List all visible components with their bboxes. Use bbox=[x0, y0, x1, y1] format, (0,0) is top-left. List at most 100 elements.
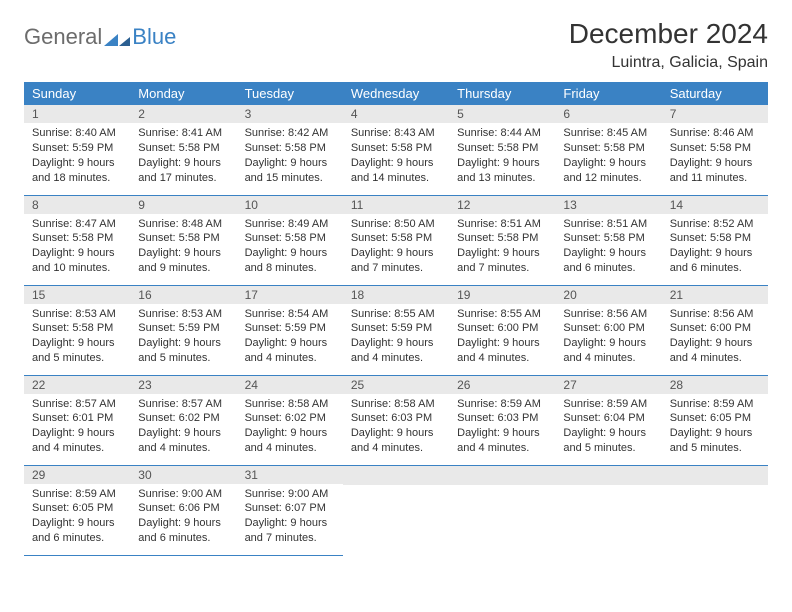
daylight: Daylight: 9 hours and 4 minutes. bbox=[245, 336, 335, 366]
calendar: Sunday Monday Tuesday Wednesday Thursday… bbox=[24, 82, 768, 556]
calendar-cell: 23Sunrise: 8:57 AMSunset: 6:02 PMDayligh… bbox=[130, 375, 236, 465]
calendar-cell: 28Sunrise: 8:59 AMSunset: 6:05 PMDayligh… bbox=[662, 375, 768, 465]
day-number: 8 bbox=[24, 196, 130, 214]
calendar-cell: 17Sunrise: 8:54 AMSunset: 5:59 PMDayligh… bbox=[237, 285, 343, 375]
day-details: Sunrise: 8:55 AMSunset: 5:59 PMDaylight:… bbox=[343, 304, 449, 372]
calendar-cell: 7Sunrise: 8:46 AMSunset: 5:58 PMDaylight… bbox=[662, 105, 768, 195]
sunrise: Sunrise: 8:59 AM bbox=[32, 487, 122, 502]
sunset: Sunset: 5:58 PM bbox=[245, 231, 335, 246]
weekday-wed: Wednesday bbox=[343, 82, 449, 105]
sunset: Sunset: 6:05 PM bbox=[670, 411, 760, 426]
day-details: Sunrise: 8:54 AMSunset: 5:59 PMDaylight:… bbox=[237, 304, 343, 372]
day-number: 2 bbox=[130, 105, 236, 123]
calendar-cell: 6Sunrise: 8:45 AMSunset: 5:58 PMDaylight… bbox=[555, 105, 661, 195]
sunset: Sunset: 5:59 PM bbox=[245, 321, 335, 336]
calendar-cell bbox=[449, 465, 555, 555]
sunrise: Sunrise: 8:56 AM bbox=[563, 307, 653, 322]
daylight: Daylight: 9 hours and 15 minutes. bbox=[245, 156, 335, 186]
day-details: Sunrise: 8:59 AMSunset: 6:03 PMDaylight:… bbox=[449, 394, 555, 462]
daylight: Daylight: 9 hours and 14 minutes. bbox=[351, 156, 441, 186]
day-number: 13 bbox=[555, 196, 661, 214]
sunrise: Sunrise: 9:00 AM bbox=[138, 487, 228, 502]
calendar-cell: 26Sunrise: 8:59 AMSunset: 6:03 PMDayligh… bbox=[449, 375, 555, 465]
daylight: Daylight: 9 hours and 5 minutes. bbox=[563, 426, 653, 456]
calendar-cell: 13Sunrise: 8:51 AMSunset: 5:58 PMDayligh… bbox=[555, 195, 661, 285]
calendar-cell: 18Sunrise: 8:55 AMSunset: 5:59 PMDayligh… bbox=[343, 285, 449, 375]
day-details: Sunrise: 8:57 AMSunset: 6:02 PMDaylight:… bbox=[130, 394, 236, 462]
sunset: Sunset: 5:58 PM bbox=[138, 141, 228, 156]
sunrise: Sunrise: 8:40 AM bbox=[32, 126, 122, 141]
sunrise: Sunrise: 8:52 AM bbox=[670, 217, 760, 232]
sunset: Sunset: 5:58 PM bbox=[670, 141, 760, 156]
day-details: Sunrise: 8:46 AMSunset: 5:58 PMDaylight:… bbox=[662, 123, 768, 191]
weekday-row: Sunday Monday Tuesday Wednesday Thursday… bbox=[24, 82, 768, 105]
sunset: Sunset: 6:03 PM bbox=[351, 411, 441, 426]
daylight: Daylight: 9 hours and 7 minutes. bbox=[351, 246, 441, 276]
sunset: Sunset: 5:59 PM bbox=[138, 321, 228, 336]
day-number: 10 bbox=[237, 196, 343, 214]
title-block: December 2024 Luintra, Galicia, Spain bbox=[569, 18, 768, 72]
day-details: Sunrise: 8:53 AMSunset: 5:58 PMDaylight:… bbox=[24, 304, 130, 372]
weekday-tue: Tuesday bbox=[237, 82, 343, 105]
sunset: Sunset: 5:58 PM bbox=[670, 231, 760, 246]
day-details: Sunrise: 8:59 AMSunset: 6:05 PMDaylight:… bbox=[24, 484, 130, 552]
sunset: Sunset: 6:06 PM bbox=[138, 501, 228, 516]
sunset: Sunset: 6:04 PM bbox=[563, 411, 653, 426]
sunset: Sunset: 5:58 PM bbox=[138, 231, 228, 246]
day-number: 15 bbox=[24, 286, 130, 304]
daylight: Daylight: 9 hours and 5 minutes. bbox=[670, 426, 760, 456]
empty-day bbox=[343, 466, 449, 485]
calendar-row: 8Sunrise: 8:47 AMSunset: 5:58 PMDaylight… bbox=[24, 195, 768, 285]
weekday-mon: Monday bbox=[130, 82, 236, 105]
sunset: Sunset: 5:58 PM bbox=[245, 141, 335, 156]
sunrise: Sunrise: 8:48 AM bbox=[138, 217, 228, 232]
day-details: Sunrise: 8:56 AMSunset: 6:00 PMDaylight:… bbox=[662, 304, 768, 372]
weekday-sun: Sunday bbox=[24, 82, 130, 105]
sunset: Sunset: 6:01 PM bbox=[32, 411, 122, 426]
sunrise: Sunrise: 8:55 AM bbox=[457, 307, 547, 322]
day-details: Sunrise: 8:59 AMSunset: 6:04 PMDaylight:… bbox=[555, 394, 661, 462]
calendar-cell: 21Sunrise: 8:56 AMSunset: 6:00 PMDayligh… bbox=[662, 285, 768, 375]
day-details: Sunrise: 8:49 AMSunset: 5:58 PMDaylight:… bbox=[237, 214, 343, 282]
daylight: Daylight: 9 hours and 4 minutes. bbox=[245, 426, 335, 456]
day-details: Sunrise: 8:51 AMSunset: 5:58 PMDaylight:… bbox=[555, 214, 661, 282]
day-number: 24 bbox=[237, 376, 343, 394]
sunrise: Sunrise: 8:59 AM bbox=[457, 397, 547, 412]
location: Luintra, Galicia, Spain bbox=[569, 54, 768, 72]
logo-general: General bbox=[24, 24, 102, 50]
daylight: Daylight: 9 hours and 6 minutes. bbox=[670, 246, 760, 276]
day-number: 6 bbox=[555, 105, 661, 123]
day-number: 3 bbox=[237, 105, 343, 123]
day-number: 17 bbox=[237, 286, 343, 304]
sunset: Sunset: 5:59 PM bbox=[32, 141, 122, 156]
day-details: Sunrise: 8:58 AMSunset: 6:03 PMDaylight:… bbox=[343, 394, 449, 462]
sunset: Sunset: 5:58 PM bbox=[457, 231, 547, 246]
day-number: 12 bbox=[449, 196, 555, 214]
sunrise: Sunrise: 8:41 AM bbox=[138, 126, 228, 141]
daylight: Daylight: 9 hours and 7 minutes. bbox=[245, 516, 335, 546]
day-number: 7 bbox=[662, 105, 768, 123]
day-number: 31 bbox=[237, 466, 343, 484]
sunrise: Sunrise: 8:43 AM bbox=[351, 126, 441, 141]
sunset: Sunset: 6:05 PM bbox=[32, 501, 122, 516]
daylight: Daylight: 9 hours and 4 minutes. bbox=[563, 336, 653, 366]
day-number: 23 bbox=[130, 376, 236, 394]
calendar-cell: 10Sunrise: 8:49 AMSunset: 5:58 PMDayligh… bbox=[237, 195, 343, 285]
daylight: Daylight: 9 hours and 17 minutes. bbox=[138, 156, 228, 186]
day-details: Sunrise: 9:00 AMSunset: 6:06 PMDaylight:… bbox=[130, 484, 236, 552]
sunrise: Sunrise: 8:51 AM bbox=[457, 217, 547, 232]
day-number: 25 bbox=[343, 376, 449, 394]
day-details: Sunrise: 8:40 AMSunset: 5:59 PMDaylight:… bbox=[24, 123, 130, 191]
calendar-cell bbox=[555, 465, 661, 555]
day-number: 29 bbox=[24, 466, 130, 484]
calendar-cell: 27Sunrise: 8:59 AMSunset: 6:04 PMDayligh… bbox=[555, 375, 661, 465]
calendar-row: 22Sunrise: 8:57 AMSunset: 6:01 PMDayligh… bbox=[24, 375, 768, 465]
day-details: Sunrise: 8:57 AMSunset: 6:01 PMDaylight:… bbox=[24, 394, 130, 462]
day-details: Sunrise: 8:51 AMSunset: 5:58 PMDaylight:… bbox=[449, 214, 555, 282]
day-number: 18 bbox=[343, 286, 449, 304]
daylight: Daylight: 9 hours and 7 minutes. bbox=[457, 246, 547, 276]
weekday-sat: Saturday bbox=[662, 82, 768, 105]
daylight: Daylight: 9 hours and 5 minutes. bbox=[32, 336, 122, 366]
sunset: Sunset: 5:58 PM bbox=[351, 141, 441, 156]
calendar-cell: 9Sunrise: 8:48 AMSunset: 5:58 PMDaylight… bbox=[130, 195, 236, 285]
